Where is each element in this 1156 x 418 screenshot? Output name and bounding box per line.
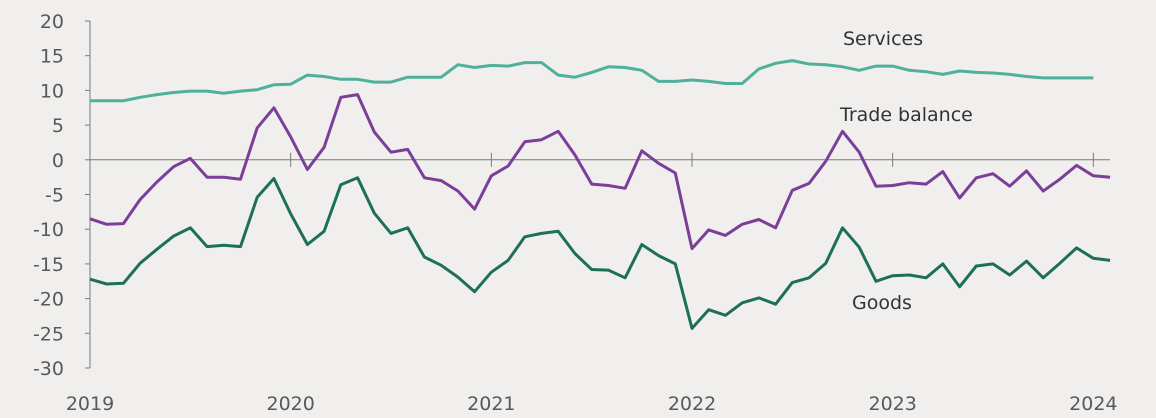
series-line-goods: [89, 176, 1111, 330]
y-tick-label: -10: [33, 219, 64, 241]
y-tick-label: 20: [40, 11, 64, 33]
series-labels: Services Trade balance Goods: [839, 28, 973, 314]
x-tick-label: 2021: [467, 393, 515, 415]
y-tick-label: 10: [40, 80, 64, 102]
y-tick-label: -15: [33, 254, 64, 276]
label-trade-balance: Trade balance: [839, 104, 973, 126]
label-services: Services: [843, 28, 923, 50]
x-tick-label: 2023: [868, 393, 916, 415]
y-tick-label: 0: [52, 150, 64, 172]
y-ticks: 20 15 10 5 0 -5 -10 -15 -20 -25 -30: [33, 11, 90, 380]
x-tick-label: 2024: [1069, 393, 1117, 415]
y-tick-label: -25: [33, 323, 64, 345]
x-tick-label: 2022: [668, 393, 716, 415]
x-tick-label: 2020: [266, 393, 314, 415]
series-line-services: [90, 59, 1094, 103]
y-tick-label: 15: [40, 46, 64, 68]
label-goods: Goods: [852, 292, 912, 314]
y-tick-label: 5: [52, 115, 64, 137]
x-ticks: 2019 2020 2021 2022 2023 2024: [66, 152, 1118, 415]
x-tick-label: 2019: [66, 393, 114, 415]
series-lines: [89, 59, 1111, 330]
y-tick-label: -20: [33, 289, 64, 311]
y-tick-label: -30: [33, 358, 64, 380]
y-tick-label: -5: [45, 185, 64, 207]
series-line-trade-balance: [89, 93, 1111, 251]
